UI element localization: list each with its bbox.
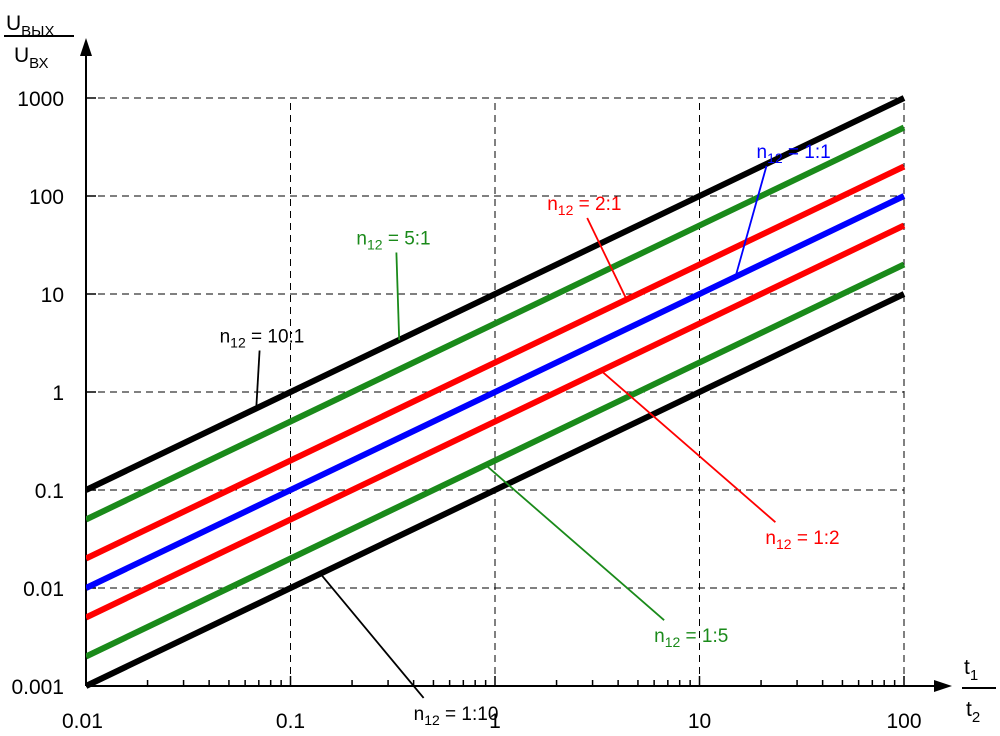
series-label-6: n12 = 1:5 [654,626,728,650]
x-axis-arrow-icon [934,680,952,692]
x-tick-label: 100 [886,710,921,733]
y-axis-title-den-sub: ВХ [29,55,48,72]
series-line-2 [86,124,906,523]
x-axis-title-den-sub: 2 [972,709,980,726]
y-axis-arrow-icon [80,38,92,56]
x-tick-label: 1 [489,710,501,733]
series-label-leader-1 [255,350,261,409]
series-label-2: n12 = 5:1 [356,228,430,252]
series-label-leaders [255,165,776,699]
series-line-5 [86,222,906,621]
series-label-leader-2 [395,252,401,340]
x-axis-title: t1 t2 [962,656,996,726]
series-label-1: n12 = 10:1 [220,326,305,350]
x-axis-title-den-main: t [966,698,972,721]
series-label-leader-5 [600,370,776,523]
series-line-3 [86,163,906,562]
series-label-4: n12 = 1:1 [757,142,831,166]
series-label-5: n12 = 1:2 [765,528,839,552]
y-tick-label: 1 [52,382,64,405]
series-line-1 [86,95,906,493]
x-axis-title-num-sub: 1 [970,667,978,684]
series-line-6 [86,261,906,660]
y-tick-label: 100 [29,186,64,209]
series-line-4 [86,193,906,591]
series-lines [86,95,906,689]
svg-text:t1: t1 [964,656,978,684]
y-axis-title-num-sub: ВЫХ [21,23,54,40]
labels: 0.01 0.1 1 10 100 0.001 0.01 0.1 1 10 100 1000 n12 =… [11,88,921,733]
series-label-leader-6 [485,464,665,621]
series-label-7: n12 = 1:10 [414,704,499,728]
x-tick-label: 0.01 [62,710,103,733]
y-tick-label: 0.1 [35,480,64,503]
y-tick-label: 0.01 [23,578,64,601]
y-tick-label: 1000 [17,88,64,111]
series-label-leader-7 [319,573,425,699]
svg-text:t2: t2 [966,698,980,726]
y-axis-title-num-main: U [6,12,21,35]
series-label-leader-4 [734,165,768,277]
x-axis-title-num-main: t [964,656,970,679]
x-tick-label: 10 [688,710,711,733]
y-axis-title-den-main: U [14,44,29,67]
x-tick-label: 0.1 [276,710,305,733]
series-label-3: n12 = 2:1 [547,194,621,218]
y-tick-label: 10 [41,284,64,307]
svg-text:UВХ: UВХ [14,44,49,72]
series-label-leader-3 [586,217,628,300]
y-axis-title: UВЫХ UВХ [4,12,74,72]
series-line-7 [86,291,906,689]
y-tick-label: 0.001 [11,676,64,699]
